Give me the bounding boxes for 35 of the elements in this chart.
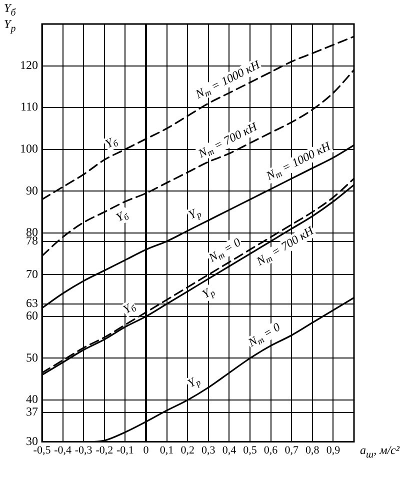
x-tick-label: 0,5 bbox=[243, 444, 258, 456]
y-tick-label: 63 bbox=[26, 296, 38, 310]
x-tick-label: 0,6 bbox=[264, 444, 278, 456]
annotation: Nт = 700 кН bbox=[195, 118, 260, 161]
y-axis-title: Y$_{б}$ Y$_{р}$ bbox=[4, 1, 17, 35]
x-axis-title: a$_{ш}$, м/с² bbox=[360, 442, 400, 460]
x-tick-label: 0,4 bbox=[222, 444, 237, 456]
y-tick-label: 50 bbox=[26, 350, 38, 364]
x-tick-label: -0,4 bbox=[54, 444, 72, 456]
annotation: Nт = 0 bbox=[244, 320, 283, 350]
y-tick-label: 120 bbox=[20, 58, 38, 72]
y-tick-label: 100 bbox=[20, 141, 38, 156]
x-tick-label: 0,3 bbox=[202, 444, 216, 456]
x-tick-label: -0,3 bbox=[74, 444, 93, 456]
y-tick-label: 110 bbox=[20, 100, 38, 114]
x-tick-label: 0,7 bbox=[284, 444, 299, 456]
annotation: Yр bbox=[185, 374, 203, 390]
annotation: Yр bbox=[186, 206, 204, 222]
annotation: Nт = 1000 кН bbox=[192, 56, 264, 102]
annotation: Yр bbox=[200, 284, 218, 302]
y-tick-label: 37 bbox=[26, 404, 38, 419]
y-tick-label: 60 bbox=[26, 308, 38, 323]
y-tick-label: 90 bbox=[26, 183, 38, 198]
x-tick-label: 0,1 bbox=[160, 444, 174, 456]
annotation: Nт = 1000 кН bbox=[263, 138, 334, 184]
y-tick-label: 70 bbox=[26, 266, 38, 281]
x-tick-label: 0 bbox=[143, 444, 150, 456]
x-tick-label: -0,1 bbox=[116, 444, 134, 456]
x-tick-label: 0,2 bbox=[180, 444, 194, 456]
x-tick-label: 0,9 bbox=[326, 444, 341, 456]
x-tick-label: 0,8 bbox=[306, 444, 320, 456]
annotation: Nт = 700 кН bbox=[253, 222, 317, 269]
x-tick-label: -0,2 bbox=[96, 444, 114, 456]
y-tick-label: 40 bbox=[26, 392, 38, 406]
annotation: Nт = 0 bbox=[205, 234, 244, 266]
